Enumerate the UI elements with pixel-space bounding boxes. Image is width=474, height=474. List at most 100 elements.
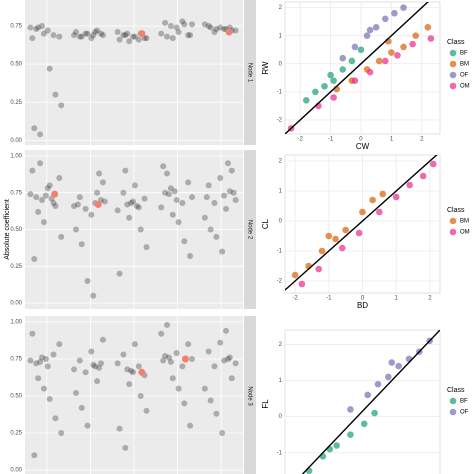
point — [224, 355, 231, 362]
y-tick-label: 0.00 — [10, 301, 22, 307]
point — [165, 354, 172, 361]
point — [35, 375, 42, 382]
point — [71, 366, 78, 373]
point — [124, 201, 131, 208]
point — [213, 233, 220, 240]
point — [37, 358, 44, 365]
point — [355, 229, 363, 237]
point — [412, 32, 419, 40]
point — [76, 357, 83, 364]
point — [357, 46, 365, 54]
y-tick-label: 0.50 — [10, 62, 22, 68]
facet-strip — [244, 150, 256, 309]
point — [120, 351, 127, 358]
point — [173, 197, 180, 204]
point — [395, 362, 402, 370]
legend-swatch — [449, 60, 457, 68]
point — [44, 27, 51, 34]
point — [40, 30, 47, 37]
point — [347, 406, 354, 413]
point — [143, 35, 150, 42]
point — [33, 26, 40, 32]
point — [224, 160, 231, 167]
point — [94, 189, 101, 196]
point — [203, 194, 210, 201]
point — [298, 280, 306, 288]
point — [207, 24, 214, 31]
point — [375, 57, 383, 65]
panel-background — [284, 1, 441, 135]
point — [122, 32, 129, 39]
point — [400, 43, 407, 51]
point — [38, 197, 45, 204]
facet-label: Node 1 — [246, 63, 252, 83]
x-tick-label: 0 — [359, 137, 363, 143]
point — [232, 360, 239, 367]
point — [133, 202, 140, 209]
legend-label: OF — [460, 410, 469, 416]
y-tick-label: -1 — [277, 249, 283, 255]
point — [228, 375, 235, 382]
y-tick-label: 0.25 — [10, 431, 22, 437]
x-axis-label: BD — [357, 301, 368, 310]
point — [122, 167, 129, 174]
point — [169, 211, 176, 218]
x-tick-label: 0 — [361, 296, 365, 302]
legend-swatch — [449, 71, 457, 79]
point — [131, 182, 138, 189]
point — [232, 27, 239, 34]
point — [29, 167, 36, 174]
point — [217, 24, 224, 31]
point — [405, 355, 413, 363]
point — [388, 49, 395, 56]
point — [359, 208, 366, 216]
y-axis-label: FL — [261, 399, 270, 409]
point — [90, 361, 97, 368]
point — [388, 359, 396, 366]
point — [223, 205, 230, 212]
point — [400, 4, 407, 11]
x-tick-label: -2 — [298, 137, 304, 143]
x-tick-label: 2 — [428, 296, 432, 302]
point — [360, 420, 368, 428]
point — [135, 36, 142, 43]
legend-title: Class — [447, 207, 465, 214]
point — [394, 52, 401, 59]
y-tick-label: -2 — [277, 118, 283, 124]
point — [169, 375, 176, 382]
point — [58, 430, 65, 437]
point — [33, 194, 40, 201]
point — [46, 65, 53, 72]
legend-label: BM — [460, 219, 469, 225]
point — [72, 226, 79, 233]
point — [221, 192, 228, 199]
point — [90, 292, 97, 299]
y-tick-label: 0 — [279, 219, 283, 225]
point — [219, 430, 226, 437]
legend-swatch — [449, 82, 457, 90]
point — [327, 71, 334, 79]
y-tick-label: 1 — [279, 378, 283, 384]
point — [37, 131, 44, 138]
point — [88, 348, 95, 355]
highlight-point — [138, 368, 146, 376]
legend-label: BM — [460, 62, 469, 68]
point — [391, 9, 398, 17]
y-tick-label: 1.00 — [10, 153, 22, 159]
y-axis-label: RW — [261, 61, 270, 75]
point — [130, 198, 137, 205]
fit-line — [301, 330, 440, 474]
y-tick-label: -1 — [277, 89, 283, 95]
y-tick-label: 1.00 — [10, 320, 22, 326]
point — [160, 163, 167, 170]
point — [122, 444, 129, 451]
y-tick-label: 2 — [279, 159, 283, 165]
point — [46, 395, 53, 402]
point — [342, 226, 349, 234]
legend-label: OF — [460, 73, 469, 79]
point — [230, 189, 237, 196]
point — [338, 244, 346, 252]
point — [321, 82, 328, 90]
y-axis-label: Absolute coefficient — [4, 199, 11, 260]
